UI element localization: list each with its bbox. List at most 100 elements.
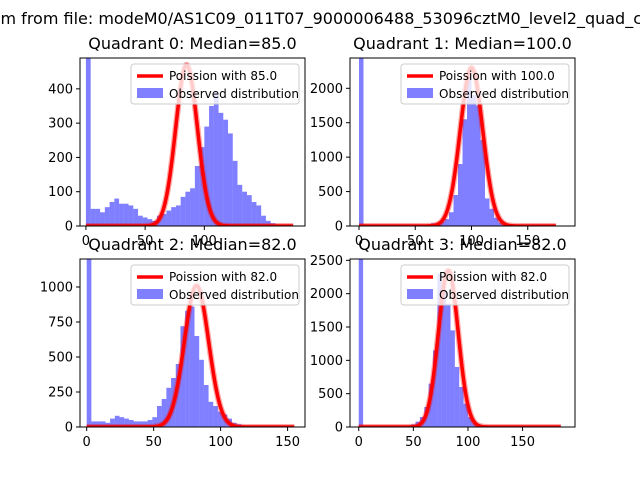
histogram-bar — [128, 205, 134, 226]
histogram-bar — [476, 105, 481, 226]
histogram-bar — [100, 212, 105, 226]
histogram-bar — [110, 418, 115, 427]
histogram-bar — [119, 203, 124, 226]
y-tick-label: 1500 — [310, 116, 343, 131]
subplot-title: Quadrant 0: Median=85.0 — [88, 34, 296, 53]
legend-patch-swatch — [137, 289, 163, 299]
legend: Poission with 82.0 Observed distribution — [400, 264, 570, 306]
histogram-bar — [209, 106, 214, 226]
y-tick-label: 2500 — [310, 254, 343, 269]
histogram-bar — [180, 196, 186, 226]
legend-label-poisson: Poission with 82.0 — [439, 270, 547, 284]
histogram-bar — [359, 58, 364, 226]
legend: Poission with 85.0 Observed distribution — [130, 63, 300, 105]
histogram-bar — [190, 188, 195, 226]
histogram-bar — [91, 421, 97, 427]
x-tick-label: 0 — [355, 234, 363, 249]
histogram-bar — [223, 119, 229, 226]
histogram-bar — [213, 92, 219, 226]
histogram-bar — [458, 164, 463, 226]
histogram-bar — [246, 195, 252, 226]
legend-label-poisson: Poission with 82.0 — [169, 270, 277, 284]
legend-label-poisson: Poission with 85.0 — [169, 69, 277, 83]
poisson-curve-group — [356, 267, 564, 427]
y-tick-label: 1000 — [310, 151, 343, 166]
y-tick-label: 500 — [48, 351, 73, 366]
histogram-bar — [217, 411, 223, 427]
x-tick-label: 100 — [459, 234, 484, 249]
histogram-bar — [444, 219, 449, 226]
histogram-bar — [265, 220, 271, 226]
subplot-title: Quadrant 1: Median=100.0 — [353, 34, 572, 53]
histogram-bar — [256, 205, 262, 226]
histogram-bar — [185, 191, 191, 226]
y-tick-label: 1500 — [310, 321, 343, 336]
histogram-bar — [147, 420, 153, 427]
histogram-bar — [157, 406, 162, 427]
histogram-bar — [437, 273, 442, 427]
x-tick-label: 50 — [145, 435, 162, 450]
legend-box — [400, 63, 570, 105]
histogram-bar — [90, 208, 96, 226]
histogram-bar — [218, 112, 224, 226]
histogram-bar — [494, 217, 499, 226]
histogram-bar — [203, 385, 209, 427]
histogram-bar — [85, 58, 91, 226]
histogram-bar — [454, 367, 460, 427]
y-tick-label: 100 — [48, 185, 73, 200]
legend-box — [130, 264, 300, 306]
y-tick-label: 1000 — [40, 281, 73, 296]
histogram-bar — [175, 205, 181, 226]
histogram-bar — [213, 406, 218, 427]
x-tick-label: 100 — [208, 435, 233, 450]
x-tick-label: 0 — [82, 234, 90, 249]
axes-frame — [79, 57, 306, 227]
histogram-bar — [237, 184, 243, 226]
poisson-curve-overlay — [356, 267, 564, 427]
histogram-bar — [114, 415, 120, 427]
x-tick-label: 50 — [407, 234, 424, 249]
histogram-bar — [142, 421, 148, 427]
y-tick-label: 500 — [318, 387, 343, 402]
histogram-bar — [86, 259, 92, 427]
poisson-curve — [357, 268, 562, 427]
x-tick-label: 50 — [137, 234, 154, 249]
histogram-bar — [133, 421, 139, 427]
histogram-bar — [189, 306, 195, 427]
histogram-bar — [199, 147, 205, 226]
axes-frame — [349, 57, 576, 227]
histogram-bar — [471, 95, 476, 226]
histogram-bar — [449, 212, 454, 226]
histogram-bar — [109, 202, 115, 226]
histogram-bar — [114, 198, 120, 226]
y-tick-label: 200 — [48, 151, 73, 166]
histogram-bar — [105, 422, 111, 427]
histogram-bar — [161, 399, 167, 427]
x-tick-label: 0 — [355, 435, 363, 450]
histogram-bar — [175, 364, 181, 427]
histogram-bar — [100, 421, 106, 427]
y-tick-label: 500 — [318, 185, 343, 200]
subplot-title: Quadrant 3: Median=82.0 — [358, 235, 566, 254]
histogram-bar — [152, 417, 158, 427]
histogram-bar — [251, 202, 257, 226]
histogram-bar — [485, 198, 490, 226]
histogram-bar — [450, 330, 455, 427]
histogram-bar — [467, 417, 473, 427]
legend: Poission with 82.0 Observed distribution — [130, 264, 300, 306]
figure-suptitle: Histogram from file: modeM0/AS1C09_011T0… — [0, 9, 640, 29]
histogram-bar — [489, 208, 494, 226]
y-tick-label: 750 — [48, 316, 73, 331]
histogram-bar — [199, 359, 204, 427]
histogram-bar — [123, 203, 129, 226]
legend-label-observed: Observed distribution — [439, 288, 569, 302]
legend-box — [130, 63, 300, 105]
histogram-bar — [119, 417, 125, 427]
y-tick-label: 2000 — [310, 287, 343, 302]
histogram-bar — [194, 166, 200, 226]
histogram-bar — [433, 350, 438, 427]
histogram-bar — [467, 74, 472, 226]
y-tick-label: 2000 — [310, 82, 343, 97]
histogram-bar — [242, 191, 247, 226]
